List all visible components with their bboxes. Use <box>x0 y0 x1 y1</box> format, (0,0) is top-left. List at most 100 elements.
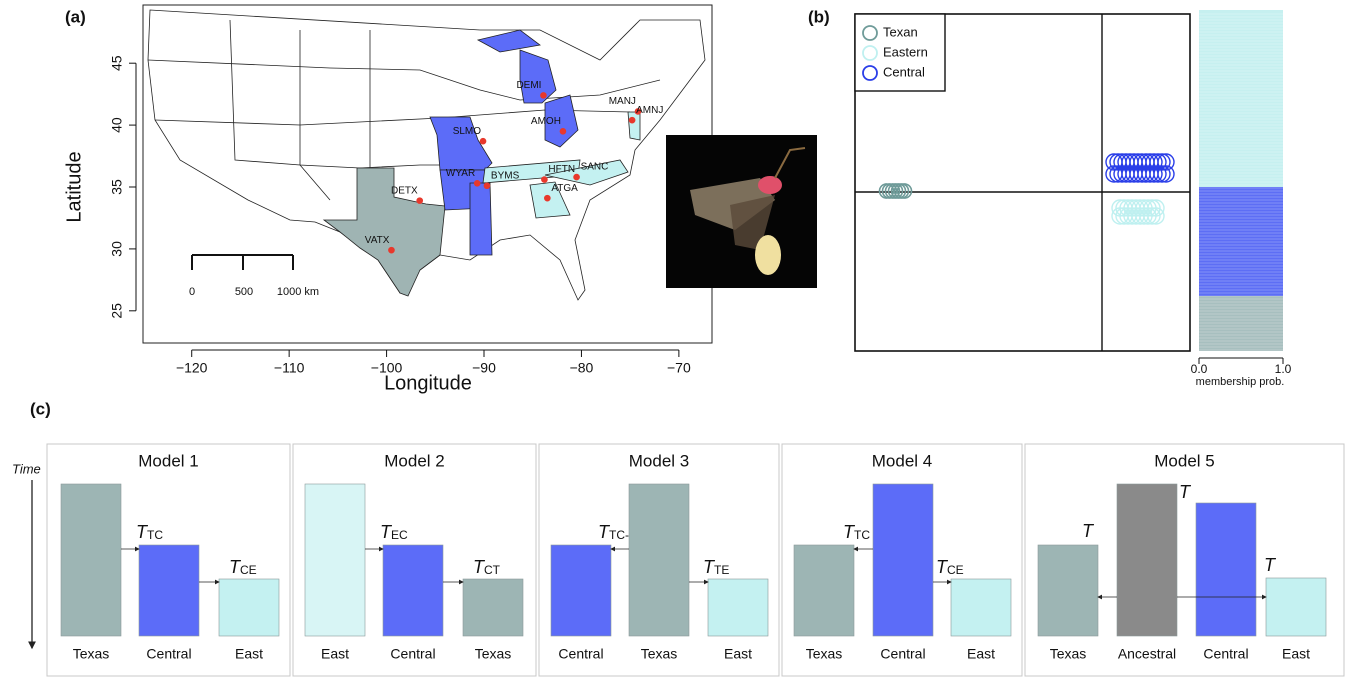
site-label: HFTN <box>548 164 575 175</box>
membership-bar <box>1199 296 1283 351</box>
population-bar <box>61 484 121 636</box>
legend-label: Central <box>883 64 925 79</box>
site-label: DETX <box>391 185 418 196</box>
population-bar <box>1196 503 1256 636</box>
scale-label: 500 <box>235 286 253 298</box>
scale-label: 0 <box>189 286 195 298</box>
time-label: Time <box>12 461 41 476</box>
population-label: Central <box>558 646 603 662</box>
tick-label: 0.0 <box>1191 362 1208 376</box>
site-label: WYAR <box>446 168 475 179</box>
x-tick-label: −110 <box>274 360 305 376</box>
site-label: DEMI <box>516 80 541 91</box>
population-label: Central <box>390 646 435 662</box>
site-dot <box>629 117 636 124</box>
site-label: SLMO <box>453 126 482 137</box>
population-bar <box>463 579 523 636</box>
tick-label: 1.0 <box>1275 362 1292 376</box>
x-tick-label: −100 <box>371 360 403 376</box>
population-bar <box>629 484 689 636</box>
population-bar <box>1266 578 1326 636</box>
population-label: Texas <box>475 646 512 662</box>
split-subscript: CE <box>240 563 257 577</box>
new-jersey <box>628 112 640 140</box>
site-label: ATGA <box>551 183 578 194</box>
population-label: East <box>235 646 263 662</box>
site-label: MANJ <box>609 96 636 107</box>
population-bar <box>305 484 365 636</box>
legend-label: Texan <box>883 24 918 39</box>
x-tick-label: −120 <box>176 360 208 376</box>
split-subscript: TE <box>714 563 729 577</box>
site-label: AMOH <box>531 116 561 127</box>
split-subscript: TC <box>854 528 870 542</box>
site-dot <box>544 195 551 202</box>
population-bar <box>951 579 1011 636</box>
legend-label: Eastern <box>883 44 928 59</box>
panel-label: (c) <box>30 399 51 418</box>
population-label: Central <box>146 646 191 662</box>
population-bar <box>551 545 611 636</box>
y-tick-label: 30 <box>109 241 125 257</box>
membership-axis <box>1199 358 1283 364</box>
model-title: Model 4 <box>872 451 932 470</box>
site-dot <box>540 92 547 99</box>
site-label: BYMS <box>491 170 520 181</box>
population-bar <box>1038 545 1098 636</box>
panel-label: (a) <box>65 7 86 26</box>
site-dot <box>484 182 491 189</box>
population-bar <box>708 579 768 636</box>
population-bar <box>139 545 199 636</box>
site-dot <box>480 138 487 145</box>
population-bar <box>383 545 443 636</box>
site-dot <box>560 128 567 135</box>
population-label: Texas <box>1050 646 1087 662</box>
model-title: Model 2 <box>384 451 444 470</box>
y-tick-label: 40 <box>109 117 125 133</box>
site-dot <box>573 174 580 181</box>
population-bar <box>219 579 279 636</box>
population-label: Texas <box>641 646 678 662</box>
panel-b: (b) 0.0 1.0 membership prob. Texan Easter… <box>808 7 1292 387</box>
split-subscript: TC <box>147 528 163 542</box>
population-bar <box>873 484 933 636</box>
y-tick-label: 25 <box>109 303 125 319</box>
split-subscript: TC- <box>609 528 629 542</box>
population-label: East <box>724 646 752 662</box>
site-dot <box>474 180 481 187</box>
population-label: Texas <box>73 646 110 662</box>
site-dot <box>541 176 548 183</box>
population-bar <box>794 545 854 636</box>
membership-bar <box>1199 187 1283 296</box>
population-bar <box>1117 484 1177 636</box>
population-label: East <box>321 646 349 662</box>
site-dot <box>388 247 395 254</box>
population-label: East <box>967 646 995 662</box>
population-label: Central <box>1203 646 1248 662</box>
site-label: AMNJ <box>636 105 663 116</box>
panel-label: (b) <box>808 7 830 26</box>
y-tick-label: 45 <box>109 55 125 71</box>
site-dot <box>416 197 423 204</box>
mississippi <box>470 183 492 255</box>
x-tick-label: −80 <box>570 360 594 376</box>
y-tick-label: 35 <box>109 179 125 195</box>
x-tick-label: −70 <box>667 360 691 376</box>
x-tick-label: −90 <box>472 360 496 376</box>
axis-label: membership prob. <box>1196 376 1285 388</box>
membership-bar <box>1199 10 1283 187</box>
scale-label: 1000 km <box>277 286 319 298</box>
model-title: Model 5 <box>1154 451 1214 470</box>
population-label: Central <box>880 646 925 662</box>
model-title: Model 3 <box>629 451 689 470</box>
firefly-photo <box>666 135 817 288</box>
population-label: Texas <box>806 646 843 662</box>
site-label: SANC <box>581 162 609 173</box>
panel-a: (a) 0 500 1000 km <box>63 5 817 394</box>
population-label: East <box>1282 646 1310 662</box>
split-subscript: CE <box>947 563 964 577</box>
y-axis-label: Latitude <box>63 151 85 222</box>
site-label: VATX <box>365 235 390 246</box>
model-title: Model 1 <box>138 451 198 470</box>
